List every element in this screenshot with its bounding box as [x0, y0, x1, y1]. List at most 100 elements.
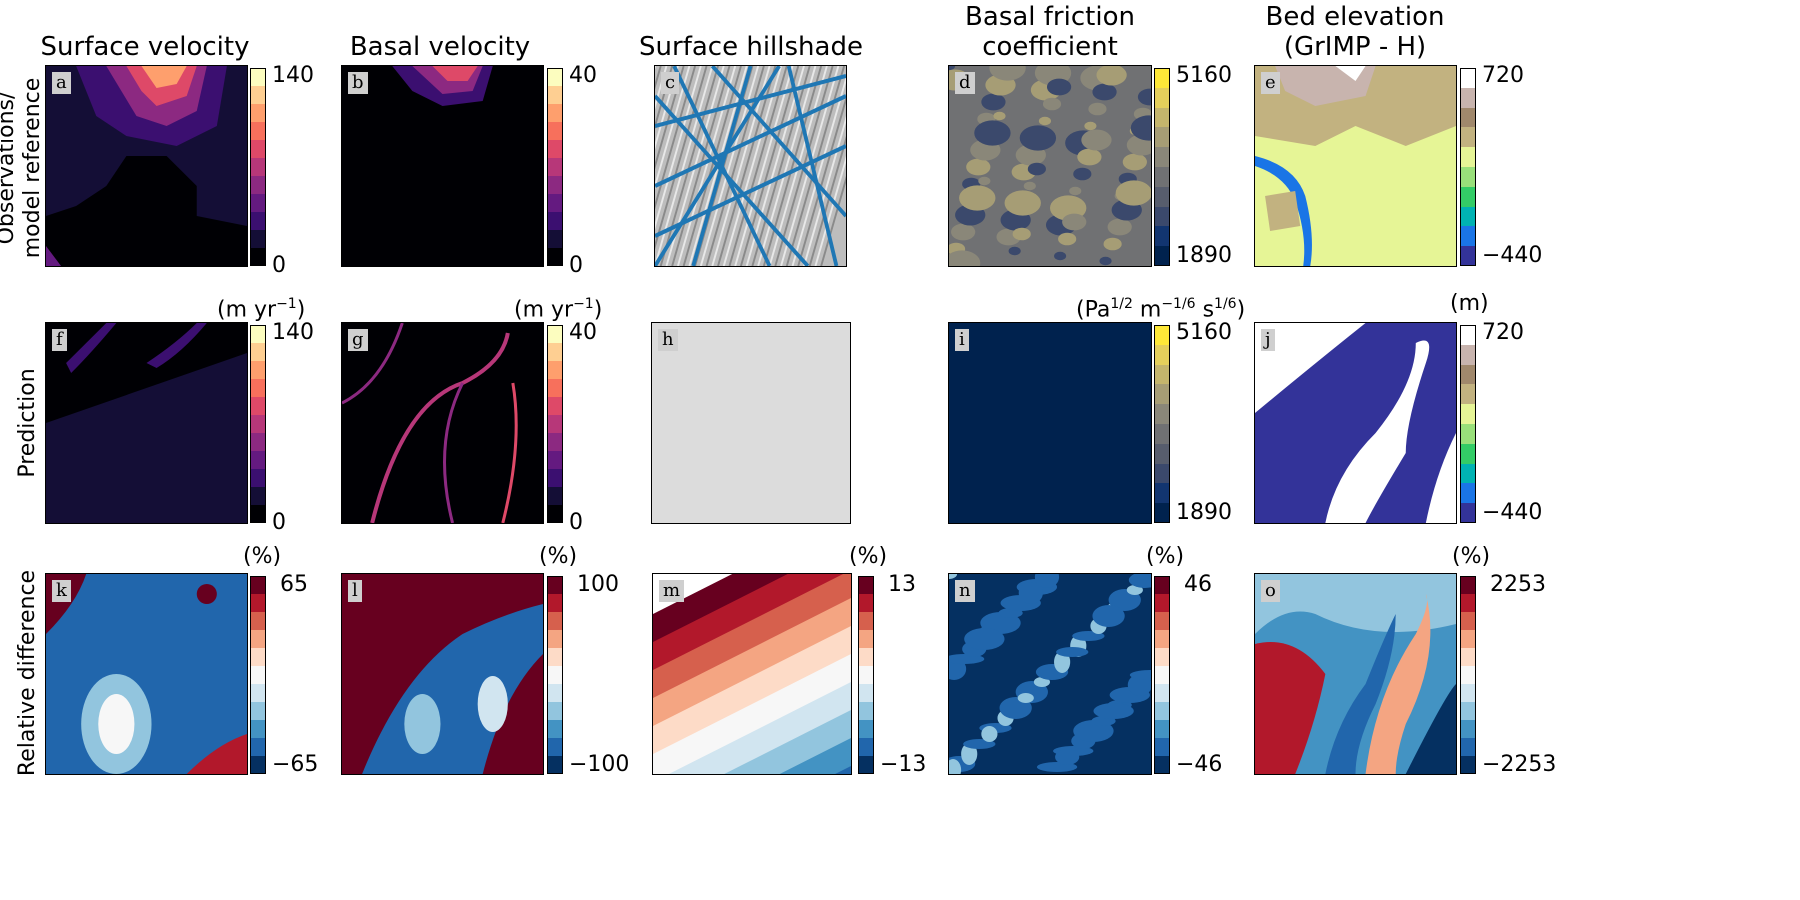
field-shape: [1255, 156, 1312, 266]
colorbar-segment: [547, 719, 563, 738]
field-shape: [1077, 148, 1102, 166]
field-shape: [432, 66, 478, 81]
field-shape: [443, 382, 464, 523]
row-label-prediction: Prediction: [15, 368, 40, 478]
panel-label-o: o: [1261, 580, 1280, 602]
colorbar-frame: [547, 325, 563, 523]
colorbar-segment: [1460, 593, 1476, 612]
field-shape: [717, 66, 777, 266]
cbar-l-max: 100: [577, 572, 619, 597]
colorbar-segment: [250, 378, 266, 397]
colorbar-segment: [1460, 245, 1476, 266]
cbar-o-max: 2253: [1490, 572, 1546, 597]
field-shape: [66, 323, 117, 373]
colorbar-segment: [1460, 647, 1476, 666]
panel-o: o: [1254, 573, 1457, 775]
colorbar-segment: [1154, 383, 1170, 405]
panel-h: h: [651, 322, 851, 524]
colorbar-frame: [250, 576, 266, 774]
field-shape: [1088, 102, 1107, 116]
field-shape: [820, 175, 846, 266]
field-shape: [966, 158, 991, 176]
field-shape: [1425, 433, 1456, 523]
field-shape: [959, 185, 996, 211]
colorbar-segment: [1460, 611, 1476, 630]
field-shape: [342, 323, 543, 523]
field-shape: [342, 323, 404, 405]
field-shape: [1096, 66, 1127, 86]
panel-h-plot: [652, 323, 850, 523]
field-shape: [682, 66, 742, 266]
panel-label-i: i: [955, 329, 969, 351]
colorbar-segment: [1154, 403, 1170, 424]
panel-label-c: c: [661, 72, 680, 94]
colorbar-segment: [250, 229, 266, 248]
cbar-m-min: −13: [880, 752, 927, 777]
field-shape: [655, 66, 674, 130]
field-shape: [1055, 749, 1080, 765]
panel-g-plot: [342, 323, 543, 523]
field-shape: [1084, 121, 1097, 131]
panel-j: j: [1254, 322, 1457, 524]
colorbar-segment: [1154, 482, 1170, 504]
field-shape: [757, 66, 817, 266]
field-shape: [981, 93, 1006, 111]
field-shape: [1058, 232, 1077, 246]
colorbar-segment: [1460, 423, 1476, 444]
panel-e-plot: [1255, 66, 1456, 266]
colorbar-segment: [1460, 701, 1476, 720]
colorbar-segment: [1460, 383, 1476, 405]
field-shape: [1027, 162, 1046, 176]
colorbar-segment: [1154, 611, 1170, 630]
col-title-bed-elevation: Bed elevation (GrIMP - H): [1265, 2, 1445, 62]
field-shape: [1126, 585, 1143, 595]
colorbar-segment: [1154, 701, 1170, 720]
colorbar-segment: [1154, 67, 1170, 88]
panel-label-g: g: [348, 329, 368, 351]
colorbar-segment: [1154, 423, 1170, 444]
field-shape: [655, 66, 685, 170]
colorbar-frame: [858, 576, 874, 774]
field-shape: [655, 66, 781, 266]
colorbar-segment: [250, 67, 266, 86]
panel-label-d: d: [955, 72, 975, 94]
colorbar-frame: [1460, 576, 1476, 774]
field-shape: [652, 323, 850, 523]
panel-label-j: j: [1261, 329, 1275, 351]
colorbar-segment: [1154, 107, 1170, 128]
panel-j-plot: [1255, 323, 1456, 523]
field-shape: [1056, 647, 1089, 657]
panel-a-plot: [46, 66, 247, 266]
field-shape: [1038, 116, 1052, 126]
colorbar-segment: [547, 211, 563, 230]
panel-m: m: [652, 573, 852, 775]
cbar-a-min: 0: [272, 253, 286, 278]
colorbar-segment: [1154, 364, 1170, 385]
colorbar-segment: [1460, 166, 1476, 187]
colorbar-segment: [250, 432, 266, 451]
cbar-f-max: 140: [272, 320, 314, 345]
colorbar-segment: [1460, 502, 1476, 523]
cbar-j-min: −440: [1482, 500, 1543, 525]
unit-percent-n: (%): [1146, 544, 1185, 569]
colorbar-segment: [547, 450, 563, 469]
cbar-d-max: 5160: [1176, 63, 1232, 88]
cbar-m-max: 13: [888, 572, 916, 597]
panel-label-k: k: [52, 580, 71, 602]
colorbar-segment: [858, 647, 874, 666]
colorbar-segment: [250, 755, 266, 774]
field-shape: [1093, 703, 1134, 719]
field-shape: [974, 120, 1011, 146]
field-shape: [1255, 323, 1366, 413]
colorbar-segment: [547, 378, 563, 397]
cbar-b-min: 0: [569, 253, 583, 278]
panel-label-n: n: [955, 580, 975, 602]
field-shape: [1019, 125, 1057, 151]
colorbar-frame: [1460, 325, 1476, 523]
field-shape: [1062, 213, 1087, 231]
field-shape: [949, 759, 962, 774]
colorbar-segment: [1154, 443, 1170, 464]
colorbar-segment: [547, 414, 563, 433]
panel-label-l: l: [348, 580, 362, 602]
field-shape: [978, 176, 991, 186]
